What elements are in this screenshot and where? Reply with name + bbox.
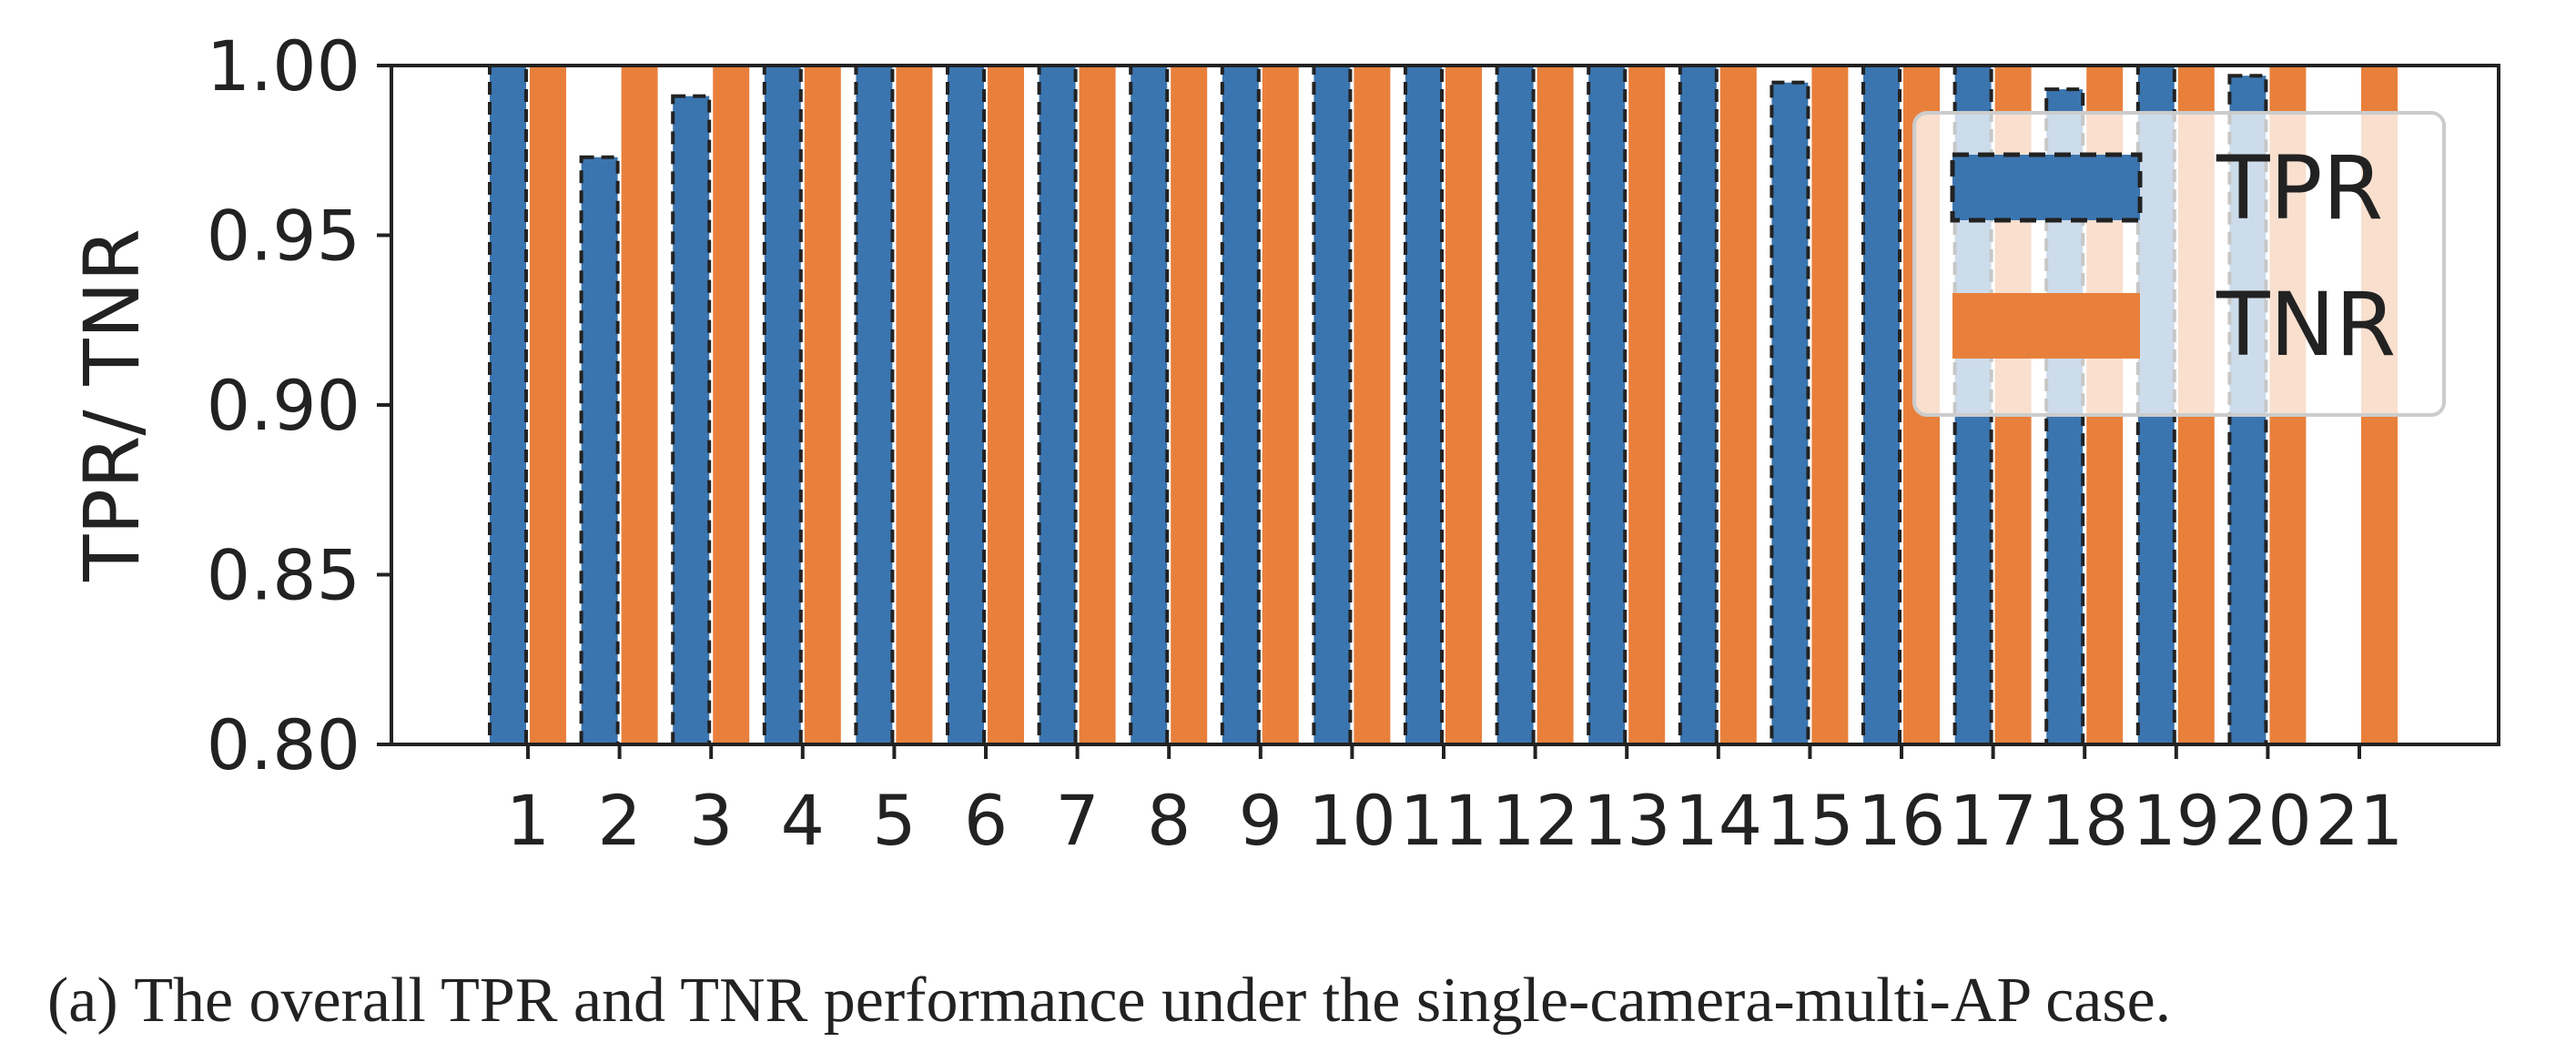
x-tick-label: 2	[597, 780, 641, 861]
x-tick-label: 12	[1491, 780, 1579, 861]
x-tick-label: 4	[781, 780, 825, 861]
x-tick-label: 10	[1308, 780, 1396, 861]
bar-tpr-1	[488, 64, 528, 746]
figure-caption: (a) The overall TPR and TNR performance …	[47, 960, 2560, 1042]
bar-tnr-15	[1811, 66, 1849, 744]
bar-tpr-10	[1312, 64, 1353, 746]
y-tick-label: 1.00	[207, 25, 360, 106]
bar-tnr-10	[1354, 66, 1391, 744]
y-tick-label: 0.85	[207, 535, 360, 616]
caption-label: (a)	[47, 966, 118, 1036]
y-tick-label: 0.95	[207, 196, 360, 277]
caption-text: The overall TPR and TNR performance unde…	[134, 966, 2172, 1036]
x-tick-label: 13	[1583, 780, 1671, 861]
bar-tpr-6	[946, 64, 986, 746]
x-tick-label: 8	[1147, 780, 1191, 861]
bar-tpr-7	[1037, 64, 1078, 746]
bar-tnr-12	[1536, 66, 1574, 744]
legend-label-tnr: TNR	[2216, 274, 2396, 376]
bar-tpr-8	[1129, 64, 1170, 746]
bar-tpr-12	[1495, 64, 1536, 746]
bar-tnr-8	[1171, 66, 1208, 744]
bar-tnr-13	[1628, 66, 1666, 744]
bar-tnr-2	[621, 66, 658, 744]
legend-swatch-tnr	[1952, 293, 2140, 359]
bar-tpr-16	[1861, 64, 1902, 746]
x-tick-label: 1	[506, 780, 550, 861]
bar-tpr-4	[762, 64, 803, 746]
bar-tpr-14	[1678, 64, 1719, 746]
x-tick-label: 20	[2224, 780, 2312, 861]
x-tick-label: 16	[1858, 780, 1946, 861]
bar-tpr-9	[1220, 64, 1261, 746]
bar-tpr-11	[1404, 64, 1444, 746]
bar-tnr-5	[896, 66, 933, 744]
x-tick-label: 15	[1766, 780, 1854, 861]
legend-label-tpr: TPR	[2216, 137, 2383, 239]
y-axis: 0.80 0.85 0.90 0.95 1.00	[207, 25, 391, 785]
bar-chart: 0.800.850.900.951.00 1 2 3 4 5 6 7 8 9 10 11 12 13 14…	[67, 25, 2500, 861]
y-axis-title: TPR/ TNR	[67, 228, 157, 582]
x-tick-label: 19	[2132, 780, 2220, 861]
legend: TPR TNR	[1912, 111, 2446, 417]
bar-tnr-4	[804, 66, 841, 744]
x-tick-label: 14	[1674, 780, 1762, 861]
x-tick-label: 9	[1239, 780, 1283, 861]
bar-tpr-5	[854, 64, 895, 746]
x-tick-label: 7	[1055, 780, 1099, 861]
bar-tpr-3	[671, 94, 712, 746]
bar-tnr-14	[1719, 66, 1757, 744]
bar-tnr-6	[988, 66, 1024, 744]
x-tick-label: 17	[1949, 780, 2037, 861]
x-tick-label: 18	[2041, 780, 2129, 861]
y-tick-label: 0.90	[207, 365, 360, 446]
bar-tnr-3	[713, 66, 750, 744]
x-tick-label: 5	[872, 780, 916, 861]
bar-tnr-11	[1445, 66, 1482, 744]
x-tick-label: 3	[689, 780, 733, 861]
y-tick-label: 0.80	[207, 704, 360, 785]
bar-tnr-1	[530, 66, 566, 744]
bar-tnr-7	[1079, 66, 1116, 744]
x-tick-label: 6	[964, 780, 1008, 861]
bar-tnr-9	[1262, 66, 1299, 744]
x-tick-label: 21	[2316, 780, 2404, 861]
bar-tpr-2	[579, 155, 620, 746]
bar-tpr-15	[1770, 80, 1810, 746]
x-axis: 1 2 3 4 5 6 7 8 9 10 11 12 13 14 15 16 17 18 19 20 21	[506, 744, 2404, 861]
bar-tpr-13	[1587, 64, 1628, 746]
x-tick-label: 11	[1400, 780, 1488, 861]
legend-swatch-tpr	[1950, 152, 2143, 223]
